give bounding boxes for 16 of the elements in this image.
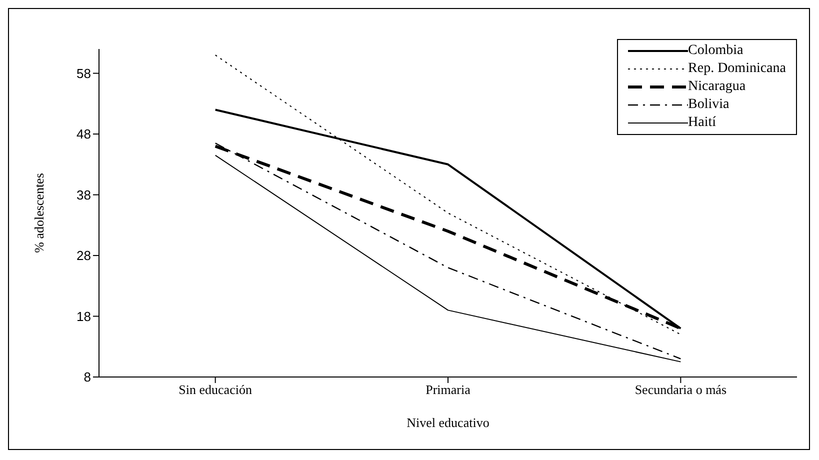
y-tick-label: 18 (76, 308, 91, 324)
legend-label: Haití (688, 115, 716, 131)
y-tick-label: 38 (76, 187, 91, 202)
y-axis-title: % adolescentes (32, 173, 47, 253)
y-tick-label: 48 (76, 126, 91, 142)
x-tick-label: Secundaria o más (634, 382, 727, 398)
x-tick-label: Primaria (426, 382, 471, 398)
legend-label: Colombia (688, 43, 744, 59)
legend-label: Nicaragua (688, 79, 746, 95)
legend-label: Rep. Dominicana (688, 61, 786, 77)
x-tick-label: Sin educación (178, 382, 252, 398)
y-tick-label: 28 (76, 248, 91, 264)
x-axis-title: Nivel educativo (406, 415, 490, 430)
y-tick-label: 58 (76, 66, 91, 81)
legend-label: Bolivia (688, 97, 730, 113)
y-tick-label: 8 (84, 370, 91, 385)
